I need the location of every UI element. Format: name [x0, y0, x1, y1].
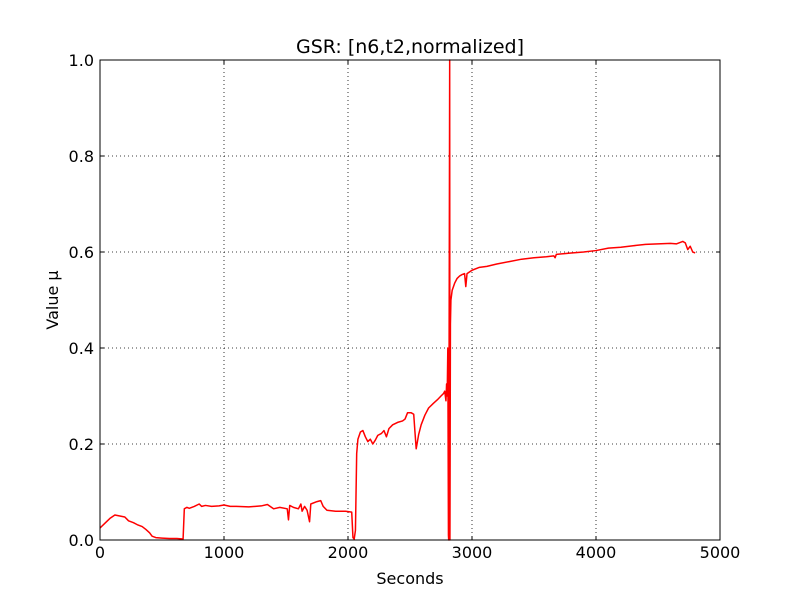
- y-tick-label: 0.4: [69, 339, 94, 358]
- series-line: [99, 59, 696, 541]
- x-tick-label: 2000: [328, 543, 369, 562]
- tick-labels: 0 1000 2000 3000 4000 5000 0.0 0.2 0.4 0.6 0.8 1.0: [69, 51, 741, 562]
- plot-frame: [99, 59, 721, 541]
- chart-title: GSR: [n6,t2,normalized]: [296, 36, 524, 58]
- y-tick-label: 0.6: [69, 243, 94, 262]
- y-axis-label: Value μ: [43, 270, 62, 329]
- series-layer: [99, 59, 696, 541]
- ticks: [99, 59, 721, 541]
- x-tick-label: 1000: [204, 543, 245, 562]
- x-tick-label: 4000: [576, 543, 617, 562]
- x-axis-label: Seconds: [376, 569, 443, 588]
- y-tick-label: 0.8: [69, 147, 94, 166]
- x-tick-label: 3000: [452, 543, 493, 562]
- grid: [100, 60, 720, 540]
- y-tick-label: 0.2: [69, 435, 94, 454]
- x-tick-label: 5000: [700, 543, 741, 562]
- y-tick-label: 0.0: [69, 531, 94, 550]
- x-tick-label: 0: [95, 543, 105, 562]
- y-tick-label: 1.0: [69, 51, 94, 70]
